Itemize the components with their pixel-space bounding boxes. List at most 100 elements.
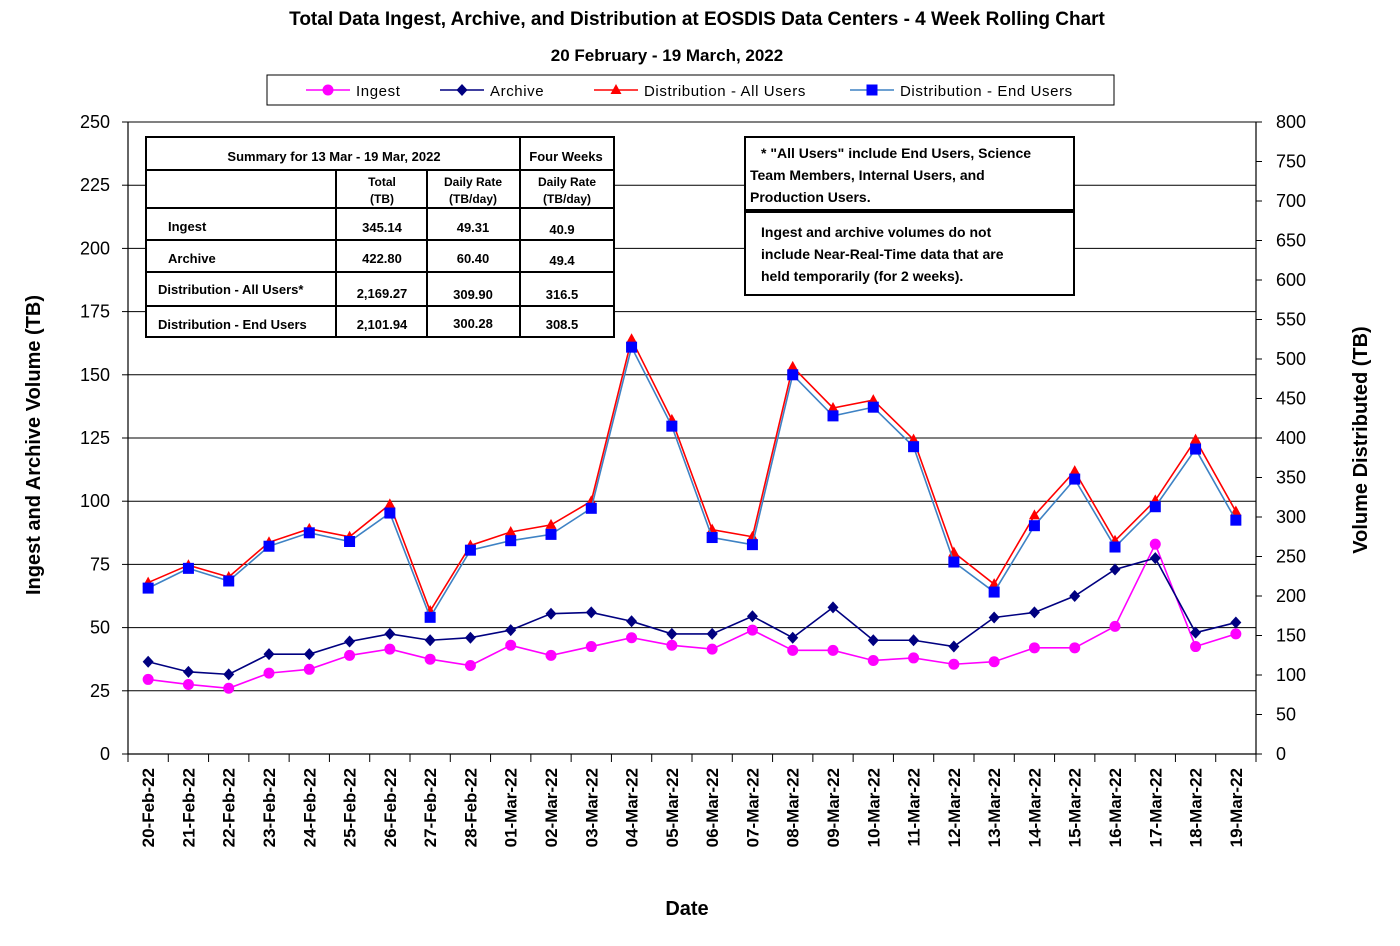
note-all-users: * "All Users" include End Users, Science… bbox=[744, 136, 1075, 211]
data-point bbox=[505, 535, 517, 547]
data-point bbox=[626, 632, 638, 644]
data-point bbox=[1069, 590, 1081, 602]
y-tick-label: 200 bbox=[80, 238, 110, 258]
table-col-total-1: Total bbox=[368, 175, 396, 189]
table-col-total-2: (TB) bbox=[370, 192, 394, 206]
y2-tick-label: 600 bbox=[1276, 270, 1306, 290]
data-point bbox=[666, 627, 678, 640]
data-point bbox=[908, 441, 920, 453]
y-tick-label: 125 bbox=[80, 428, 110, 448]
table-cell: 309.90 bbox=[453, 287, 493, 302]
data-point bbox=[908, 652, 920, 664]
y2-tick-label: 0 bbox=[1276, 744, 1286, 764]
data-point bbox=[787, 369, 799, 381]
data-point bbox=[545, 528, 557, 540]
data-point bbox=[1190, 433, 1202, 444]
table-cell: 2,169.27 bbox=[357, 286, 408, 301]
table-cell: 40.9 bbox=[549, 222, 574, 237]
data-point bbox=[827, 401, 839, 412]
data-point bbox=[787, 644, 799, 656]
data-point bbox=[948, 658, 960, 670]
y-tick-label: 225 bbox=[80, 175, 110, 195]
data-point bbox=[585, 641, 597, 653]
note-line: Team Members, Internal Users, and bbox=[750, 167, 985, 183]
summary-table: Summary for 13 Mar - 19 Mar, 2022 Four W… bbox=[145, 136, 615, 338]
data-point bbox=[787, 360, 799, 371]
data-point bbox=[142, 582, 154, 594]
data-point bbox=[142, 655, 154, 668]
data-point bbox=[384, 627, 396, 640]
data-point bbox=[666, 639, 678, 651]
x-tick-label: 13-Mar-22 bbox=[985, 768, 1004, 847]
table-row-label: Distribution - End Users bbox=[158, 317, 307, 332]
x-tick-label: 04-Mar-22 bbox=[623, 768, 642, 847]
legend-label: Ingest bbox=[356, 83, 401, 100]
note-line: held temporarily (for 2 weeks). bbox=[761, 268, 963, 284]
y2-tick-label: 450 bbox=[1276, 389, 1306, 409]
data-point bbox=[1149, 501, 1161, 513]
table-cell: 300.28 bbox=[453, 316, 493, 331]
x-tick-label: 14-Mar-22 bbox=[1025, 768, 1044, 847]
table-col-daily-2: (TB/day) bbox=[449, 192, 497, 206]
data-point bbox=[505, 624, 517, 637]
data-point bbox=[988, 656, 1000, 668]
y2-tick-label: 650 bbox=[1276, 231, 1306, 251]
y-tick-label: 75 bbox=[90, 554, 110, 574]
data-point bbox=[1230, 505, 1242, 516]
legend-marker bbox=[866, 84, 878, 96]
data-point bbox=[1109, 541, 1121, 553]
data-point bbox=[384, 498, 396, 509]
x-tick-label: 22-Feb-22 bbox=[220, 768, 239, 847]
x-tick-label: 28-Feb-22 bbox=[461, 768, 480, 847]
table-row-label: Distribution - All Users* bbox=[158, 282, 304, 297]
data-point bbox=[585, 502, 597, 514]
data-point bbox=[505, 639, 517, 651]
data-point bbox=[867, 634, 879, 647]
data-point bbox=[223, 668, 235, 681]
y2-tick-label: 100 bbox=[1276, 665, 1306, 685]
x-tick-label: 16-Mar-22 bbox=[1106, 768, 1125, 847]
data-point bbox=[988, 578, 1000, 589]
y2-tick-label: 500 bbox=[1276, 349, 1306, 369]
data-point bbox=[585, 606, 597, 619]
data-point bbox=[1069, 465, 1081, 476]
data-point bbox=[1028, 509, 1040, 520]
y2-tick-label: 550 bbox=[1276, 310, 1306, 330]
y2-tick-label: 300 bbox=[1276, 507, 1306, 527]
note-line: Ingest and archive volumes do not bbox=[761, 224, 992, 240]
data-point bbox=[344, 635, 356, 648]
x-tick-label: 19-Mar-22 bbox=[1227, 768, 1246, 847]
data-point bbox=[344, 649, 356, 661]
data-point bbox=[867, 654, 879, 666]
data-point bbox=[626, 615, 638, 628]
data-point bbox=[1069, 473, 1081, 485]
x-tick-label: 07-Mar-22 bbox=[743, 768, 762, 847]
series-ingest bbox=[142, 538, 1242, 694]
data-point bbox=[948, 556, 960, 568]
series-distribution-end-users bbox=[142, 341, 1242, 623]
data-point bbox=[545, 518, 557, 529]
x-axis-title: Date bbox=[665, 898, 708, 920]
data-point bbox=[1230, 616, 1242, 629]
x-tick-label: 20-Feb-22 bbox=[139, 768, 158, 847]
data-point bbox=[545, 649, 557, 661]
legend-marker bbox=[610, 84, 622, 94]
y2-tick-label: 400 bbox=[1276, 428, 1306, 448]
y-tick-label: 150 bbox=[80, 365, 110, 385]
x-tick-label: 01-Mar-22 bbox=[502, 768, 521, 847]
data-point bbox=[182, 678, 194, 690]
data-point bbox=[424, 653, 436, 665]
y-tick-label: 0 bbox=[100, 744, 110, 764]
y2-tick-label: 150 bbox=[1276, 626, 1306, 646]
data-point bbox=[626, 333, 638, 344]
data-point bbox=[746, 610, 758, 623]
legend-label: Distribution - All Users bbox=[644, 83, 806, 100]
data-point bbox=[1028, 606, 1040, 619]
table-header-right: Four Weeks bbox=[529, 149, 602, 164]
x-tick-label: 10-Mar-22 bbox=[864, 768, 883, 847]
chart-subtitle: 20 February - 19 March, 2022 bbox=[551, 46, 783, 65]
table-cell: 345.14 bbox=[362, 220, 403, 235]
data-point bbox=[988, 586, 1000, 598]
data-point bbox=[505, 526, 517, 537]
